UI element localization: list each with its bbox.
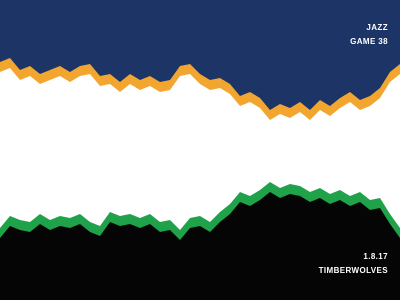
date-label: 1.8.17	[363, 252, 388, 261]
team-area	[0, 192, 400, 300]
team-label: TIMBERWOLVES	[319, 266, 389, 275]
game-label: GAME 38	[350, 37, 388, 46]
team-area	[0, 0, 400, 110]
team-label: JAZZ	[366, 23, 388, 32]
